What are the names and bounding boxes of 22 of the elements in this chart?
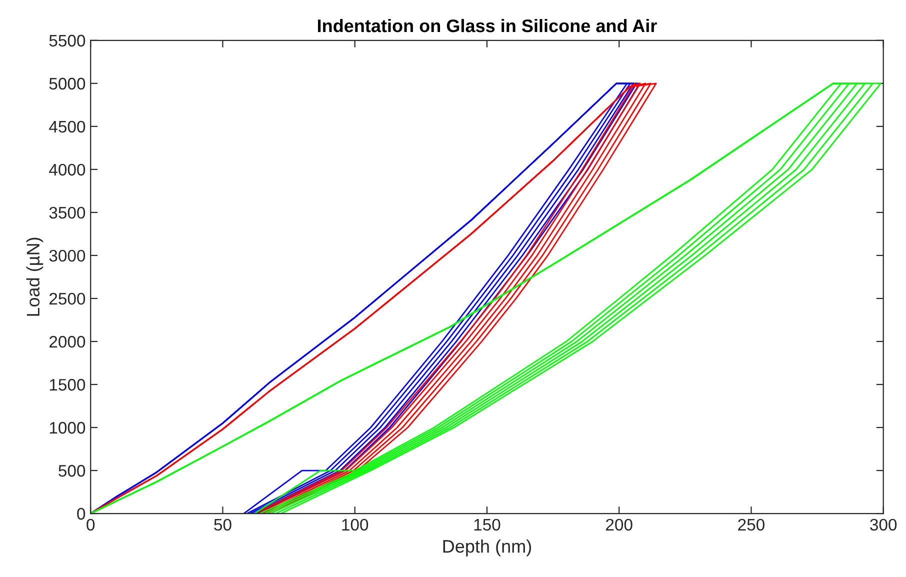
y-tick-label: 0 bbox=[77, 508, 86, 520]
y-tick-label: 5500 bbox=[49, 34, 86, 47]
x-tick-label: 250 bbox=[738, 518, 764, 531]
y-tick-label: 2000 bbox=[50, 336, 86, 348]
y-axis-title: Load (µN) bbox=[26, 238, 44, 316]
x-tick-label: 300 bbox=[870, 518, 897, 531]
x-tick-label: 150 bbox=[474, 518, 500, 531]
y-tick-label: 1000 bbox=[50, 422, 86, 434]
x-tick-label: 0 bbox=[86, 518, 95, 531]
y-tick-label: 4000 bbox=[49, 164, 86, 176]
x-tick-label: 200 bbox=[606, 518, 632, 531]
y-tick-label: 4500 bbox=[49, 120, 86, 133]
y-tick-label: 1500 bbox=[50, 378, 86, 391]
x-tick-label: 50 bbox=[214, 518, 232, 531]
x-axis-title: Depth (nm) bbox=[443, 539, 532, 556]
y-tick-label: 5000 bbox=[49, 78, 86, 90]
x-tick-label: 100 bbox=[342, 518, 368, 531]
y-tick-label: 500 bbox=[58, 464, 86, 477]
chart-title: Indentation on Glass in Silicone and Air bbox=[318, 18, 657, 32]
y-tick-label: 3500 bbox=[49, 206, 86, 219]
y-tick-label: 2500 bbox=[50, 292, 86, 305]
y-tick-label: 3000 bbox=[49, 250, 86, 262]
